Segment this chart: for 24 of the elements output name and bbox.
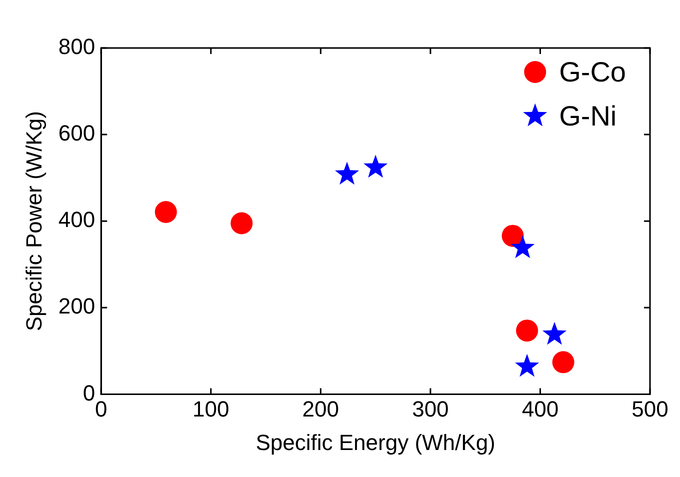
point [502,224,524,247]
point [230,212,253,234]
point [334,162,360,185]
legend-label: G-Ni [559,100,617,132]
point [364,154,388,178]
point [510,235,535,258]
y-tick-label: 400 [58,207,96,232]
point [154,201,177,224]
point [515,354,540,377]
y-tick-label: 600 [58,120,96,146]
x-axis-title: Specific Energy (Wh/Kg) [256,430,496,455]
point [542,322,567,345]
y-tick-label: 0 [82,380,96,406]
x-tick-label: 300 [412,396,449,422]
x-tick-label: 500 [632,396,668,422]
x-tick-label: 100 [192,396,230,422]
x-tick-label: 200 [302,396,340,422]
y-tick-label: 800 [58,34,96,60]
point [516,320,538,342]
y-tick-label: 200 [58,294,96,319]
point [552,351,574,374]
x-tick-label: 400 [522,396,559,422]
legend-label: G-Co [559,56,626,88]
y-axis-title: Specific Power (W/Kg) [21,111,46,332]
